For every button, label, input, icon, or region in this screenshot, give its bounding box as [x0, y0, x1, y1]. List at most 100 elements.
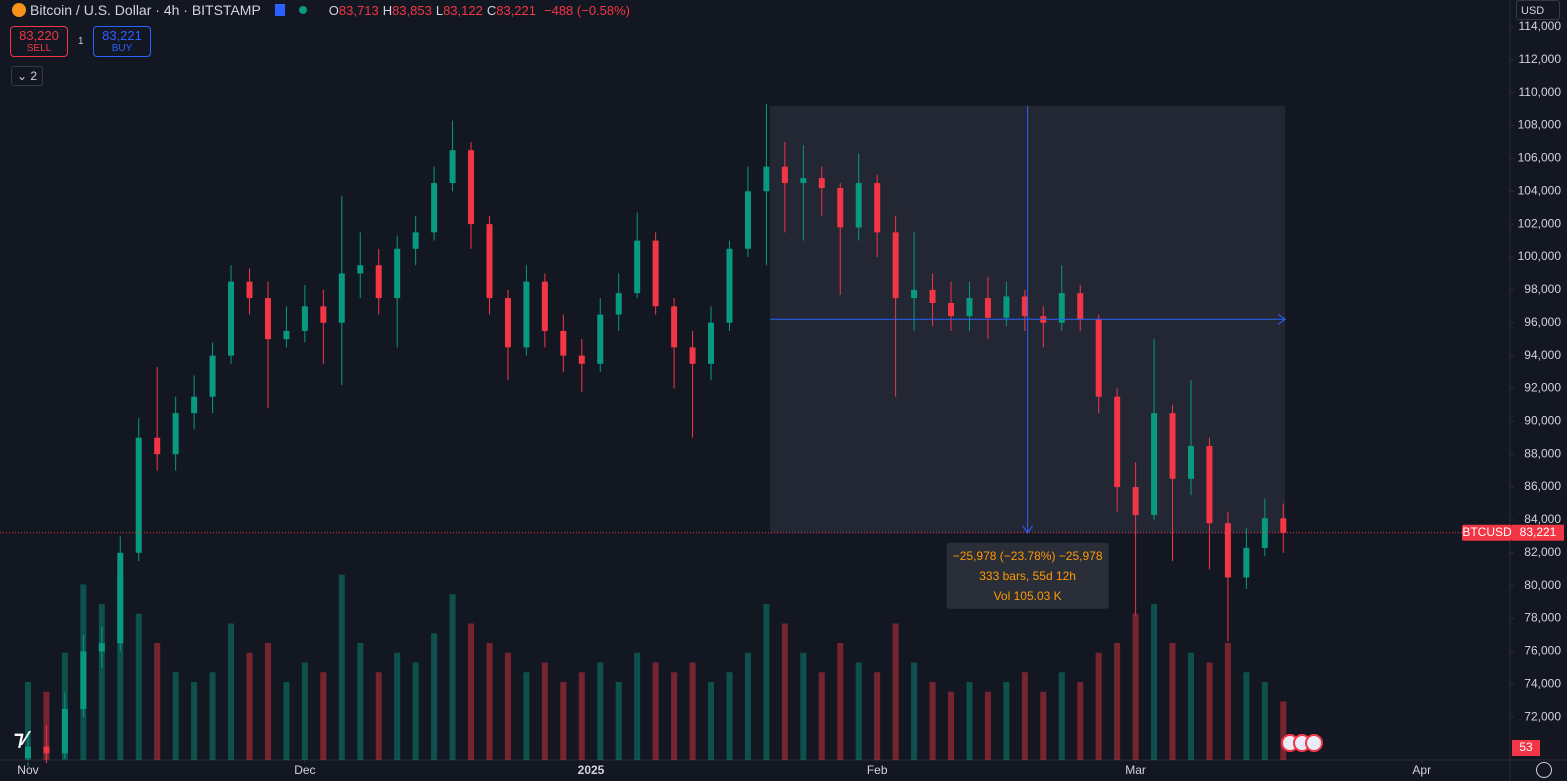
candle-body	[744, 191, 751, 249]
candle-body	[1169, 413, 1176, 479]
candle-body	[948, 303, 955, 317]
volume-bar	[135, 613, 142, 760]
volume-bar	[1280, 701, 1287, 760]
candle-body	[1021, 296, 1028, 317]
symbol-title[interactable]: Bitcoin / U.S. Dollar · 4h · BITSTAMP	[30, 2, 261, 18]
candle-body	[191, 396, 198, 414]
candle-body	[929, 289, 936, 304]
symbol-badge-text: BTCUSD	[1462, 525, 1512, 539]
volume-bar	[98, 604, 105, 760]
ohlc-value: 83,122	[443, 2, 483, 18]
candle-body	[1058, 293, 1065, 323]
volume-bar	[1021, 672, 1028, 760]
volume-bar	[1040, 691, 1047, 760]
volume-badge	[1512, 740, 1540, 756]
measure-text: −25,978 (−23.78%) −25,978	[953, 549, 1103, 563]
symbol-header: Bitcoin / U.S. Dollar · 4h · BITSTAMP O8…	[12, 2, 630, 18]
candle-body	[246, 281, 253, 299]
volume-bar	[154, 643, 161, 760]
volume-bar	[320, 672, 327, 760]
candle-body	[486, 224, 493, 299]
x-tick-label: Apr	[1412, 763, 1431, 777]
spread: 1	[78, 36, 84, 47]
y-tick-label: 92,000	[1524, 381, 1561, 395]
volume-bar	[228, 623, 235, 760]
volume-bar	[523, 672, 530, 760]
buy-button[interactable]: 83,221 BUY	[93, 26, 151, 57]
candle-body	[357, 265, 364, 274]
volume-bar	[117, 574, 124, 760]
buy-label: BUY	[111, 43, 133, 54]
y-tick-label: 108,000	[1518, 118, 1562, 132]
volume-bar	[486, 643, 493, 760]
candle-body	[966, 298, 973, 317]
symbol-badge	[1462, 524, 1512, 541]
status-dot	[298, 6, 307, 14]
indicators-toggle[interactable]: ⌄ 2	[11, 66, 43, 86]
candle-body	[855, 183, 862, 228]
volume-bar	[744, 652, 751, 760]
price-badge-text: 83,221	[1520, 525, 1557, 539]
sell-button[interactable]: 83,220 SELL	[10, 26, 68, 57]
measure-text: Vol 105.03 K	[994, 589, 1062, 603]
candle-body	[818, 178, 825, 188]
candle-body	[412, 232, 419, 249]
ohlc-label: C	[486, 2, 497, 18]
volume-bar	[541, 662, 548, 760]
volume-bar	[984, 691, 991, 760]
volume-bar	[394, 652, 401, 760]
candle-body	[1187, 445, 1194, 479]
volume-bar	[855, 662, 862, 760]
settings-icon[interactable]	[1536, 762, 1552, 778]
volume-bar	[24, 682, 31, 760]
y-tick-label: 88,000	[1524, 446, 1561, 460]
candle-body	[1206, 445, 1213, 524]
y-tick-label: 112,000	[1519, 52, 1562, 66]
candle-body	[98, 643, 105, 652]
x-tick-label: Dec	[294, 763, 315, 777]
candle-body	[541, 281, 548, 331]
volume-bar	[246, 652, 253, 760]
chevron: ⌄	[16, 69, 31, 83]
volume-bar	[874, 672, 881, 760]
candle-body	[560, 330, 567, 356]
candle-body	[135, 437, 142, 553]
candle-body	[837, 187, 844, 228]
candle-body	[43, 746, 50, 754]
candle-body	[763, 166, 770, 192]
sell-label: SELL	[26, 43, 52, 54]
candle-body	[80, 651, 87, 709]
y-tick-label: 114,000	[1519, 19, 1562, 33]
candle-body	[689, 347, 696, 364]
y-tick-label: 102,000	[1518, 216, 1562, 230]
y-tick-label: 78,000	[1524, 611, 1561, 625]
volume-bar	[1132, 613, 1139, 760]
volume-bar	[671, 672, 678, 760]
currency-button[interactable]: USD	[1516, 0, 1560, 20]
volume-bar	[468, 623, 475, 760]
candle-body	[523, 281, 530, 348]
candle-body	[468, 150, 475, 225]
x-tick-label: Mar	[1125, 763, 1146, 777]
x-tick-label: 2025	[578, 763, 605, 777]
volume-bar	[578, 672, 585, 760]
candle-body	[449, 150, 456, 184]
y-tick-label: 106,000	[1518, 151, 1562, 165]
candle-body	[320, 306, 327, 323]
x-tick-label: Feb	[867, 763, 888, 777]
volume-bar	[264, 643, 271, 760]
volume-bar	[708, 682, 715, 760]
y-tick-label: 94,000	[1524, 348, 1561, 362]
y-tick-label: 96,000	[1524, 315, 1561, 329]
volume-bar	[948, 691, 955, 760]
y-tick-label: 76,000	[1524, 644, 1561, 658]
candle-body	[708, 322, 715, 364]
candle-body	[1114, 396, 1121, 488]
candle-body	[228, 281, 235, 356]
flag-icon[interactable]	[274, 4, 285, 16]
y-tick-label: 98,000	[1524, 282, 1561, 296]
y-tick-label: 72,000	[1524, 709, 1561, 723]
volume-bar	[338, 574, 345, 760]
